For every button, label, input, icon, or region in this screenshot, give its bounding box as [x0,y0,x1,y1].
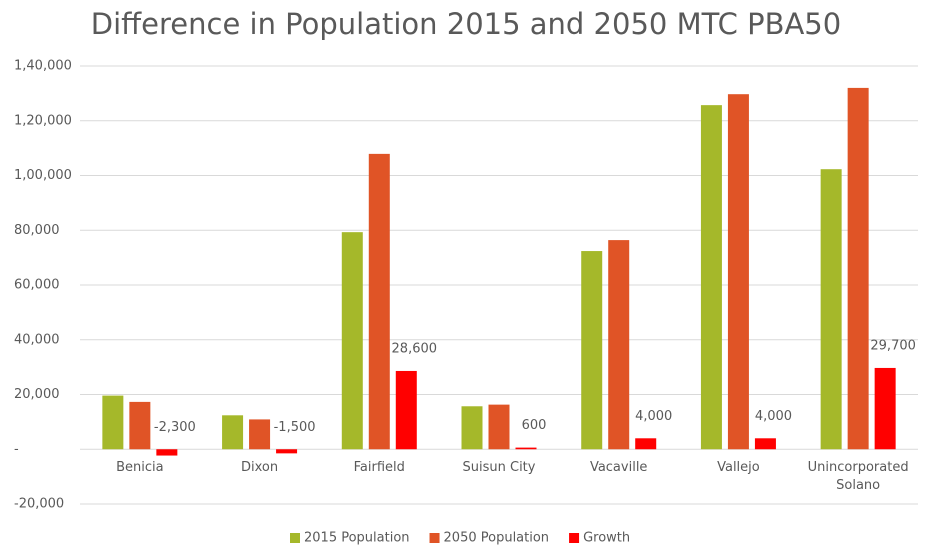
chart-title: Difference in Population 2015 and 2050 M… [91,7,841,41]
y-tick-label: 80,000 [14,223,60,238]
x-tick-label: Unincorporated Solano [807,460,909,494]
bar [461,406,483,450]
bar [222,415,244,450]
x-tick-label: Suisun City [462,460,536,476]
bar [635,438,657,450]
x-tick-label: Dixon [241,460,279,476]
bar [581,251,603,450]
bar [276,449,298,454]
data-label: 600 [522,418,547,433]
data-label: 4,000 [635,409,672,424]
x-tick-label: Vallejo [717,460,760,476]
y-tick-label: - [14,442,19,457]
y-tick-label: 1,00,000 [14,168,72,183]
bar [515,447,537,450]
data-label: 29,700 [870,338,916,353]
bar [874,367,896,450]
legend-swatch [290,533,300,543]
bar [395,370,417,450]
y-tick-label: 1,40,000 [14,59,72,74]
legend-label: 2050 Population [444,531,550,546]
bar [102,395,124,450]
legend-swatch [569,533,580,543]
x-tick-label: Vacaville [589,460,648,476]
legend-swatch [429,533,440,543]
legend-label: Growth [583,531,630,546]
x-tick-label: Fairfield [353,460,405,476]
data-label: 28,600 [392,341,438,356]
y-tick-label: 40,000 [14,332,60,347]
bar [156,449,178,456]
bar [820,169,842,450]
bar [847,87,869,450]
y-tick-label: 60,000 [14,278,60,293]
x-tick-label: Benicia [116,460,164,476]
data-label: -2,300 [154,420,196,435]
bar [249,419,271,450]
y-tick-label: -20,000 [14,497,64,512]
bar [488,404,510,450]
bar [341,232,363,450]
data-label: -1,500 [274,420,316,435]
bar [608,240,630,450]
bar [754,438,776,450]
legend-label: 2015 Population [304,531,410,546]
data-label: 4,000 [755,409,792,424]
bar [129,401,151,450]
y-tick-label: 1,20,000 [14,113,72,128]
bar [727,94,749,450]
bar [700,105,722,450]
bar [368,153,390,450]
y-tick-label: 20,000 [14,387,60,402]
